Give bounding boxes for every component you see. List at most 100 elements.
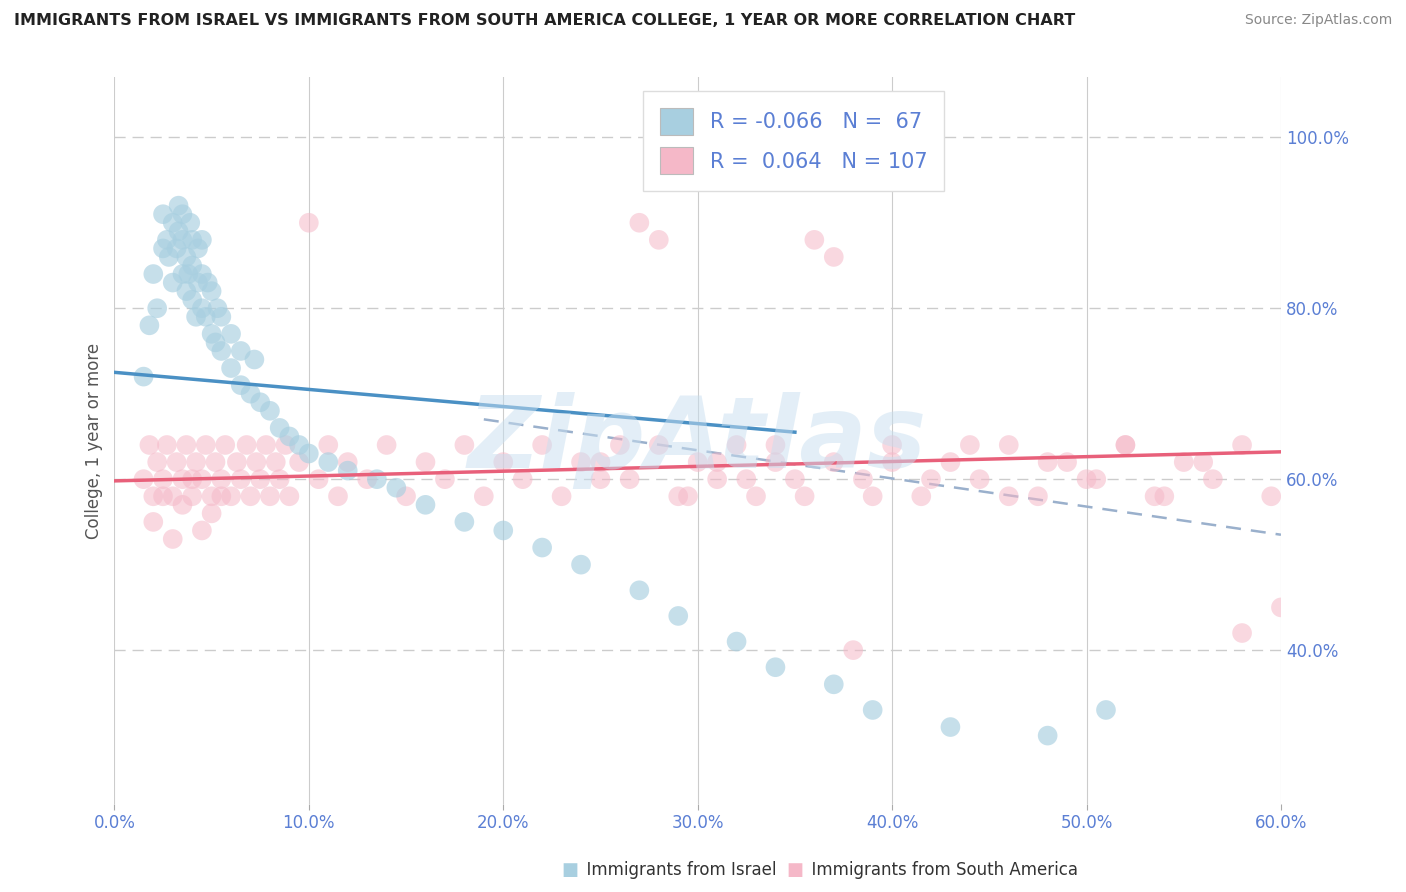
Point [191, 301, 214, 316]
Point [191, 233, 214, 247]
Point [138, 318, 160, 333]
Point [939, 455, 962, 469]
Point [269, 421, 291, 435]
Point [666, 489, 689, 503]
Point [1230, 438, 1253, 452]
Point [239, 489, 262, 503]
Point [969, 472, 991, 486]
Point [648, 233, 671, 247]
Text: Immigrants from Israel: Immigrants from Israel [576, 861, 778, 879]
Point [229, 343, 252, 358]
Point [157, 250, 180, 264]
Point [706, 472, 728, 486]
Point [745, 489, 768, 503]
Point [882, 438, 904, 452]
Point [142, 515, 165, 529]
Point [162, 216, 184, 230]
Point [269, 472, 291, 486]
Point [138, 438, 160, 452]
Point [385, 481, 408, 495]
Point [910, 489, 932, 503]
Point [172, 207, 194, 221]
Point [278, 489, 301, 503]
Point [492, 455, 515, 469]
Point [852, 472, 875, 486]
Point [243, 352, 266, 367]
Point [274, 438, 297, 452]
Point [176, 250, 198, 264]
Point [793, 489, 815, 503]
Point [204, 335, 226, 350]
Point [254, 438, 277, 452]
Point [162, 489, 184, 503]
Point [512, 472, 534, 486]
Point [433, 472, 456, 486]
Point [1153, 489, 1175, 503]
Point [1230, 626, 1253, 640]
Point [316, 455, 339, 469]
Point [1026, 489, 1049, 503]
Point [862, 489, 884, 503]
Point [172, 498, 194, 512]
Point [249, 395, 271, 409]
Point [997, 489, 1019, 503]
Point [298, 216, 321, 230]
Point [288, 438, 311, 452]
Point [589, 455, 612, 469]
Point [219, 361, 242, 376]
Point [569, 558, 592, 572]
Y-axis label: College, 1 year or more: College, 1 year or more [86, 343, 103, 539]
Point [676, 489, 699, 503]
Point [176, 438, 198, 452]
Point [1202, 472, 1225, 486]
Point [415, 455, 437, 469]
Point [259, 404, 281, 418]
Point [184, 455, 207, 469]
Point [177, 267, 200, 281]
Point [191, 267, 214, 281]
Point [152, 489, 174, 503]
Point [146, 301, 169, 316]
Point [472, 489, 495, 503]
Point [229, 378, 252, 392]
Point [181, 489, 204, 503]
Point [288, 455, 311, 469]
Point [1076, 472, 1098, 486]
Point [191, 472, 214, 486]
Point [209, 472, 232, 486]
Point [783, 472, 806, 486]
Point [184, 310, 207, 324]
Point [997, 438, 1019, 452]
Point [415, 498, 437, 512]
Point [735, 472, 758, 486]
Point [1114, 438, 1136, 452]
Point [666, 609, 689, 624]
Point [628, 216, 651, 230]
Point [162, 276, 184, 290]
Point [531, 541, 554, 555]
Point [235, 438, 257, 452]
Point [156, 438, 179, 452]
Point [187, 241, 209, 255]
Point [1056, 455, 1078, 469]
Point [152, 241, 174, 255]
Point [142, 267, 165, 281]
Point [882, 455, 904, 469]
Text: IMMIGRANTS FROM ISRAEL VS IMMIGRANTS FROM SOUTH AMERICA COLLEGE, 1 YEAR OR MORE : IMMIGRANTS FROM ISRAEL VS IMMIGRANTS FRO… [14, 13, 1076, 29]
Point [209, 310, 232, 324]
Point [765, 455, 787, 469]
Point [264, 455, 287, 469]
Point [187, 276, 209, 290]
Point [725, 634, 748, 648]
Point [191, 524, 214, 538]
Point [166, 241, 188, 255]
Point [453, 438, 475, 452]
Point [214, 438, 236, 452]
Text: ZipAtlas: ZipAtlas [468, 392, 928, 489]
Text: Immigrants from South America: Immigrants from South America [801, 861, 1078, 879]
Point [589, 472, 612, 486]
Point [453, 515, 475, 529]
Point [142, 489, 165, 503]
Point [920, 472, 942, 486]
Point [648, 438, 671, 452]
